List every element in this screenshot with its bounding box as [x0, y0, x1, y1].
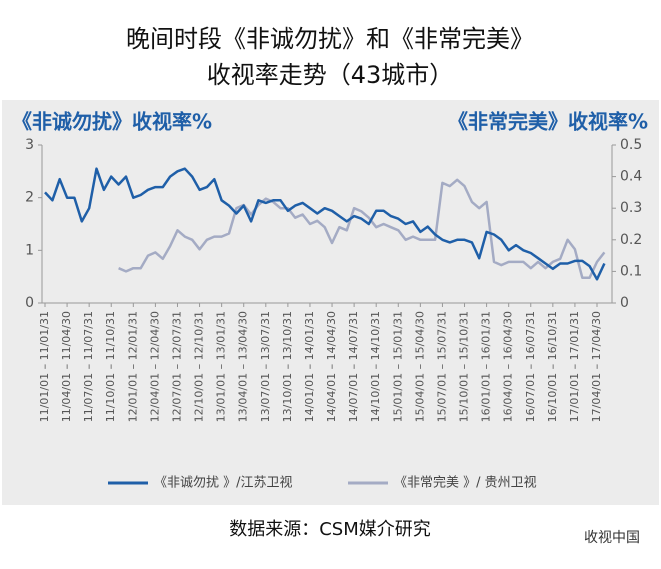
- x-tick-label: 15/10/01 – 15/10/31: [458, 311, 471, 422]
- y-tick-label: 1: [25, 242, 34, 258]
- x-tick-label: 11/01/01 – 11/01/31: [38, 311, 51, 422]
- x-tick-label: 12/07/01 – 12/07/31: [170, 311, 183, 422]
- legend-label: 《非诚勿扰 》/江苏卫视: [154, 475, 293, 491]
- y2-tick-label: 0.4: [620, 169, 642, 185]
- x-tick-label: 13/01/01 – 13/01/31: [215, 311, 228, 422]
- x-tick-label: 16/07/01 – 16/07/31: [524, 311, 537, 422]
- y2-tick-label: 0.1: [620, 263, 642, 279]
- x-tick-label: 17/01/01 – 17/01/31: [568, 311, 581, 422]
- x-tick-label: 16/01/01 – 16/01/31: [480, 311, 493, 422]
- x-tick-label: 13/10/01 – 13/10/31: [281, 311, 294, 422]
- y-axis-label: 《非诚勿扰》收视率%: [12, 110, 212, 134]
- watermark: 收视中国: [584, 530, 640, 546]
- x-tick-label: 11/07/01 – 11/07/31: [82, 311, 95, 422]
- chart-subtitle: 收视率走势（43城市）: [207, 61, 454, 89]
- x-tick-label: 14/10/01 – 14/10/31: [369, 311, 382, 422]
- x-tick-label: 15/07/01 – 15/07/31: [435, 311, 448, 422]
- x-tick-label: 11/10/01 – 11/10/31: [104, 311, 117, 422]
- y2-tick-label: 0.2: [620, 232, 642, 248]
- x-tick-label: 12/10/01 – 12/10/31: [193, 311, 206, 422]
- chart-title: 晚间时段《非诚勿扰》和《非常完美》: [126, 25, 534, 53]
- x-tick-label: 14/04/01 – 14/04/30: [325, 311, 338, 422]
- y-tick-label: 0: [25, 295, 34, 311]
- y-tick-label: 3: [25, 137, 34, 153]
- x-tick-label: 12/01/01 – 12/01/31: [126, 311, 139, 422]
- series-line: [118, 178, 606, 279]
- x-tick-label: 14/01/01 – 14/01/31: [303, 311, 316, 422]
- x-tick-label: 15/01/01 – 15/01/31: [391, 311, 404, 422]
- y-tick-label: 2: [25, 190, 34, 206]
- x-tick-label: 16/04/01 – 16/04/30: [502, 311, 515, 422]
- y2-axis-label: 《非常完美》收视率%: [448, 110, 648, 134]
- x-tick-label: 14/07/01 – 14/07/31: [347, 311, 360, 422]
- x-tick-label: 11/04/01 – 11/04/30: [60, 311, 73, 422]
- series-line: [44, 167, 606, 281]
- x-tick-label: 15/04/01 – 15/04/30: [413, 311, 426, 422]
- x-tick-label: 12/04/01 – 12/04/30: [148, 311, 161, 422]
- x-tick-label: 16/10/01 – 16/10/31: [546, 311, 559, 422]
- x-tick-label: 17/04/01 – 17/04/30: [590, 311, 603, 422]
- x-tick-label: 13/07/01 – 13/07/31: [259, 311, 272, 422]
- y2-tick-label: 0.3: [620, 200, 642, 216]
- legend-label: 《非常完美 》/ 贵州卫视: [394, 476, 537, 491]
- source: 数据来源：CSM媒介研究: [229, 519, 431, 540]
- y2-tick-label: 0.5: [620, 137, 642, 153]
- x-tick-label: 13/04/01 – 13/04/30: [237, 311, 250, 422]
- y2-tick-label: 0: [620, 295, 629, 311]
